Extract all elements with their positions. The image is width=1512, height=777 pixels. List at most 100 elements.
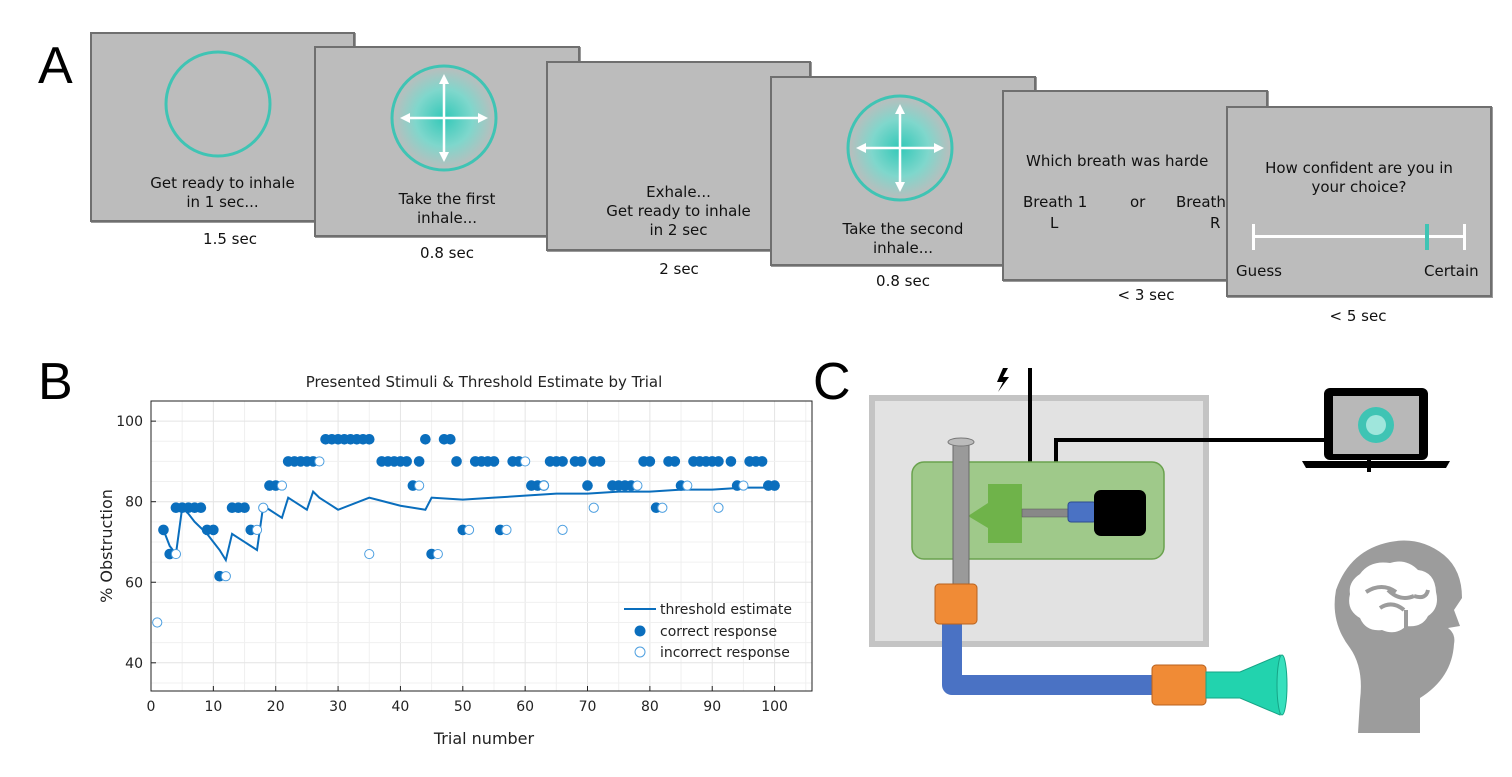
panel-label-c: C: [813, 353, 851, 411]
scale-right-label: Certain: [1424, 262, 1479, 280]
incorrect-response-point: [220, 571, 231, 582]
screen-instruction: Take the first inhale...: [398, 190, 496, 227]
correct-response-point: [669, 456, 681, 467]
plot-frame: [150, 400, 813, 692]
trial-screen-choice: Which breath was harde Breath 1 L or Bre…: [1002, 90, 1268, 281]
y-tick-label: 40: [125, 656, 143, 672]
chart-legend: threshold estimate correct response inco…: [624, 602, 792, 661]
screen-instruction: Get ready to inhale in 1 sec...: [150, 174, 295, 211]
correct-response-point: [756, 456, 768, 467]
correct-response-point: [363, 433, 375, 445]
legend-correct-label: correct response: [660, 624, 777, 640]
x-tick-label: 80: [641, 699, 659, 715]
human-head-icon: [1334, 540, 1462, 733]
motor: [1094, 490, 1146, 536]
screen-duration: 1.5 sec: [203, 230, 257, 248]
panel-label-a: A: [38, 37, 73, 95]
choice-or: or: [1130, 193, 1146, 211]
incorrect-response-point: [432, 548, 443, 560]
panel-label-b: B: [38, 353, 73, 411]
inhale-arrows-icon: [390, 64, 498, 172]
correct-response-point: [413, 456, 425, 467]
x-tick-label: 10: [204, 699, 222, 715]
valve-plunger: [968, 484, 1022, 543]
scale-left-label: Guess: [1236, 262, 1282, 280]
incorrect-response-point: [258, 502, 269, 513]
y-axis-label: % Obstruction: [97, 489, 116, 603]
y-tick-label: 100: [116, 414, 143, 430]
incorrect-response-point: [170, 548, 182, 560]
incorrect-response-point: [657, 502, 668, 513]
x-tick-label: 70: [579, 699, 597, 715]
screen-duration: 0.8 sec: [876, 272, 930, 290]
confidence-slider-marker: [1425, 224, 1430, 250]
choice-right-label: Breath: [1176, 193, 1226, 211]
motor-coupler: [1067, 501, 1097, 523]
correct-response-point: [208, 524, 219, 536]
correct-response-point: [769, 480, 780, 491]
choice-left-label: Breath 1: [1023, 193, 1088, 211]
incorrect-response-point: [520, 456, 531, 467]
screen-duration: 0.8 sec: [420, 244, 474, 262]
correct-response-point: [725, 456, 737, 467]
confidence-scale: [1252, 224, 1466, 250]
incorrect-response-point: [632, 480, 643, 491]
correct-response-point: [420, 433, 431, 445]
x-tick-label: 0: [147, 699, 156, 715]
correct-response-point: [239, 502, 250, 514]
correct-response-point: [488, 456, 500, 467]
incorrect-response-point: [463, 524, 475, 535]
x-tick-label: 20: [267, 699, 285, 715]
incorrect-response-point: [251, 524, 263, 535]
screen-duration: < 3 sec: [1117, 286, 1175, 304]
confidence-question: How confident are you in your choice?: [1265, 159, 1453, 196]
incorrect-response-point: [588, 502, 599, 513]
trial-screen-second-inhale: Take the second inhale...: [770, 76, 1036, 266]
lightning-icon: [997, 368, 1009, 392]
correct-response-point: [557, 456, 568, 467]
breathing-tube: [942, 622, 1158, 695]
correct-response-point: [644, 456, 656, 467]
x-tick-label: 60: [516, 699, 534, 715]
trial-screen-confidence: How confident are you in your choice? Gu…: [1226, 106, 1492, 297]
trial-screen-first-inhale: Take the first inhale...: [314, 46, 580, 237]
x-tick-label: 30: [329, 699, 347, 715]
incorrect-response-point: [314, 456, 325, 467]
threshold-line: [162, 486, 775, 563]
incorrect-response-point: [152, 617, 163, 628]
incorrect-response-point: [682, 480, 693, 491]
tube-connector-top: [934, 583, 978, 625]
correct-response-point: [582, 480, 593, 491]
incorrect-response-point: [501, 524, 512, 535]
x-tick-label: 50: [454, 699, 472, 715]
incorrect-response-point: [557, 524, 568, 535]
screen-duration: 2 sec: [659, 260, 699, 278]
legend-threshold-label: threshold estimate: [660, 602, 792, 618]
threshold-chart: Presented Stimuli & Threshold Estimate b…: [97, 373, 813, 748]
trial-screen-get-ready: Get ready to inhale in 1 sec...: [90, 32, 355, 222]
choice-left-key: L: [1050, 214, 1059, 232]
lead-screw: [1021, 508, 1073, 518]
incorrect-response-point: [414, 480, 425, 491]
correct-response-point: [451, 456, 462, 467]
mouthpiece: [1205, 654, 1281, 716]
correct-response-point: [713, 456, 724, 467]
screen-instruction: Exhale... Get ready to inhale in 2 sec: [606, 183, 751, 239]
incorrect-response-point: [713, 502, 724, 513]
correct-response-point: [575, 456, 587, 467]
y-tick-label: 80: [125, 495, 143, 511]
laptop-icon: [1302, 388, 1450, 468]
incorrect-response-point: [276, 480, 288, 491]
y-tick-label: 60: [125, 575, 143, 591]
choice-question: Which breath was harde: [1026, 152, 1209, 170]
screen-instruction: Take the second inhale...: [842, 220, 964, 257]
x-axis-label: Trial number: [433, 729, 535, 748]
correct-response-point: [594, 456, 606, 467]
inhale-arrows-icon: [846, 94, 954, 202]
correct-response-point: [195, 502, 207, 514]
correct-response-point: [445, 433, 456, 445]
legend-incorrect-label: incorrect response: [660, 645, 790, 661]
incorrect-response-point: [364, 548, 375, 560]
x-tick-label: 40: [392, 699, 410, 715]
apparatus-diagram: [869, 368, 1462, 733]
